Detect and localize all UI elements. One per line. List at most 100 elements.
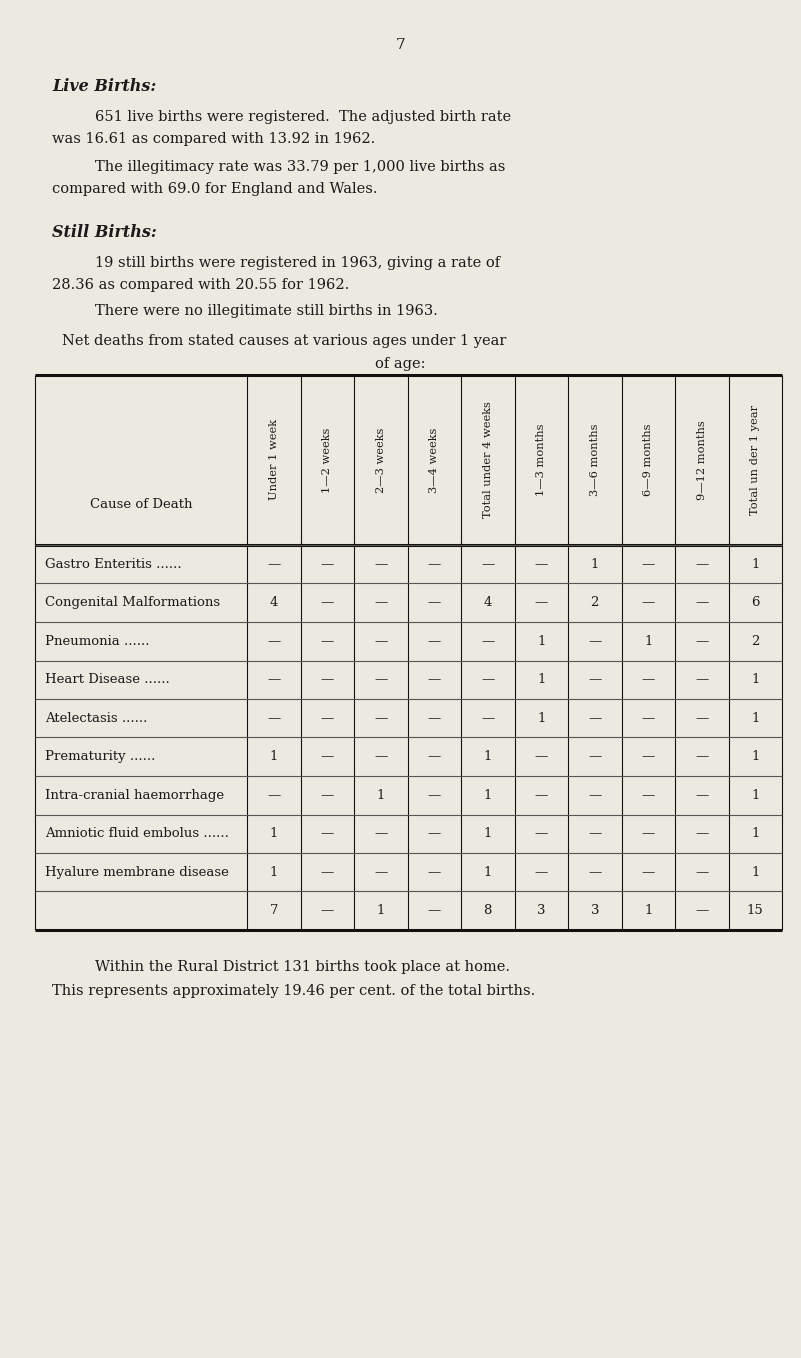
Text: —: — [428, 904, 441, 917]
Text: —: — [428, 634, 441, 648]
Text: 1: 1 [270, 827, 278, 841]
Text: There were no illegitimate still births in 1963.: There were no illegitimate still births … [95, 304, 438, 318]
Text: —: — [320, 827, 334, 841]
Text: 1: 1 [751, 712, 759, 725]
Text: 9—12 months: 9—12 months [697, 420, 706, 500]
Text: —: — [695, 596, 708, 610]
Text: —: — [534, 750, 548, 763]
Text: 1: 1 [751, 674, 759, 686]
Text: —: — [481, 634, 494, 648]
Text: —: — [320, 789, 334, 801]
Text: —: — [588, 789, 602, 801]
Text: —: — [534, 866, 548, 879]
Text: —: — [588, 866, 602, 879]
Text: —: — [695, 904, 708, 917]
Text: 7: 7 [396, 38, 405, 52]
Text: 1: 1 [751, 558, 759, 570]
Text: —: — [374, 634, 388, 648]
Text: 2—3 weeks: 2—3 weeks [376, 428, 386, 493]
Text: —: — [642, 750, 655, 763]
Text: —: — [428, 827, 441, 841]
Text: —: — [588, 827, 602, 841]
Text: —: — [320, 750, 334, 763]
Text: Total under 4 weeks: Total under 4 weeks [483, 402, 493, 519]
Text: This represents approximately 19.46 per cent. of the total births.: This represents approximately 19.46 per … [52, 985, 535, 998]
Text: 1: 1 [537, 712, 545, 725]
Text: —: — [267, 712, 280, 725]
Text: —: — [374, 866, 388, 879]
Text: —: — [481, 558, 494, 570]
Text: 1: 1 [751, 827, 759, 841]
Text: —: — [267, 789, 280, 801]
Text: —: — [695, 827, 708, 841]
Text: —: — [642, 789, 655, 801]
Text: —: — [374, 750, 388, 763]
Text: 1: 1 [751, 866, 759, 879]
Text: Pneumonia ......: Pneumonia ...... [45, 634, 150, 648]
Text: 3—4 weeks: 3—4 weeks [429, 428, 439, 493]
Text: —: — [695, 634, 708, 648]
Text: The illegitimacy rate was 33.79 per 1,000 live births as: The illegitimacy rate was 33.79 per 1,00… [95, 160, 505, 174]
Text: —: — [642, 866, 655, 879]
Text: Gastro Enteritis ......: Gastro Enteritis ...... [45, 558, 182, 570]
Text: was 16.61 as compared with 13.92 in 1962.: was 16.61 as compared with 13.92 in 1962… [52, 132, 375, 147]
Text: —: — [374, 827, 388, 841]
Text: 1: 1 [751, 789, 759, 801]
Text: —: — [267, 674, 280, 686]
Text: —: — [374, 558, 388, 570]
Text: Live Births:: Live Births: [52, 77, 156, 95]
Text: 2: 2 [751, 634, 759, 648]
Text: 3: 3 [590, 904, 599, 917]
Text: 4: 4 [484, 596, 492, 610]
Text: —: — [642, 558, 655, 570]
Text: —: — [320, 866, 334, 879]
Text: Amniotic fluid embolus ......: Amniotic fluid embolus ...... [45, 827, 229, 841]
Text: —: — [695, 750, 708, 763]
Text: —: — [428, 674, 441, 686]
Text: 651 live births were registered.  The adjusted birth rate: 651 live births were registered. The adj… [95, 110, 511, 124]
Text: —: — [320, 634, 334, 648]
Text: Net deaths from stated causes at various ages under 1 year: Net deaths from stated causes at various… [62, 334, 506, 348]
Text: —: — [267, 634, 280, 648]
Text: 7: 7 [269, 904, 278, 917]
Text: of age:: of age: [375, 357, 426, 371]
Text: —: — [588, 750, 602, 763]
Text: —: — [374, 712, 388, 725]
Text: 1: 1 [644, 904, 653, 917]
Text: 6—9 months: 6—9 months [643, 424, 654, 496]
Text: —: — [374, 674, 388, 686]
Text: 1: 1 [484, 750, 492, 763]
Text: 1: 1 [484, 866, 492, 879]
Text: —: — [374, 596, 388, 610]
Text: 1: 1 [270, 750, 278, 763]
Text: —: — [428, 866, 441, 879]
Text: 1: 1 [270, 866, 278, 879]
Text: 1: 1 [484, 827, 492, 841]
Text: 4: 4 [270, 596, 278, 610]
Text: —: — [267, 558, 280, 570]
Text: —: — [695, 712, 708, 725]
Text: —: — [534, 827, 548, 841]
Text: 1: 1 [537, 634, 545, 648]
Text: —: — [428, 789, 441, 801]
Text: —: — [642, 596, 655, 610]
Text: 3: 3 [537, 904, 545, 917]
Text: —: — [588, 674, 602, 686]
Text: —: — [320, 596, 334, 610]
Text: compared with 69.0 for England and Wales.: compared with 69.0 for England and Wales… [52, 182, 377, 196]
Text: —: — [320, 904, 334, 917]
Text: —: — [534, 596, 548, 610]
Text: Under 1 week: Under 1 week [269, 420, 279, 501]
Text: —: — [320, 674, 334, 686]
Text: 1: 1 [376, 789, 385, 801]
Text: Heart Disease ......: Heart Disease ...... [45, 674, 170, 686]
Text: —: — [481, 712, 494, 725]
Text: —: — [695, 866, 708, 879]
Text: 1: 1 [590, 558, 599, 570]
Text: —: — [428, 558, 441, 570]
Text: —: — [320, 558, 334, 570]
Text: Cause of Death: Cause of Death [90, 498, 192, 512]
Text: 6: 6 [751, 596, 759, 610]
Text: Congenital Malformations: Congenital Malformations [45, 596, 220, 610]
Text: —: — [534, 789, 548, 801]
